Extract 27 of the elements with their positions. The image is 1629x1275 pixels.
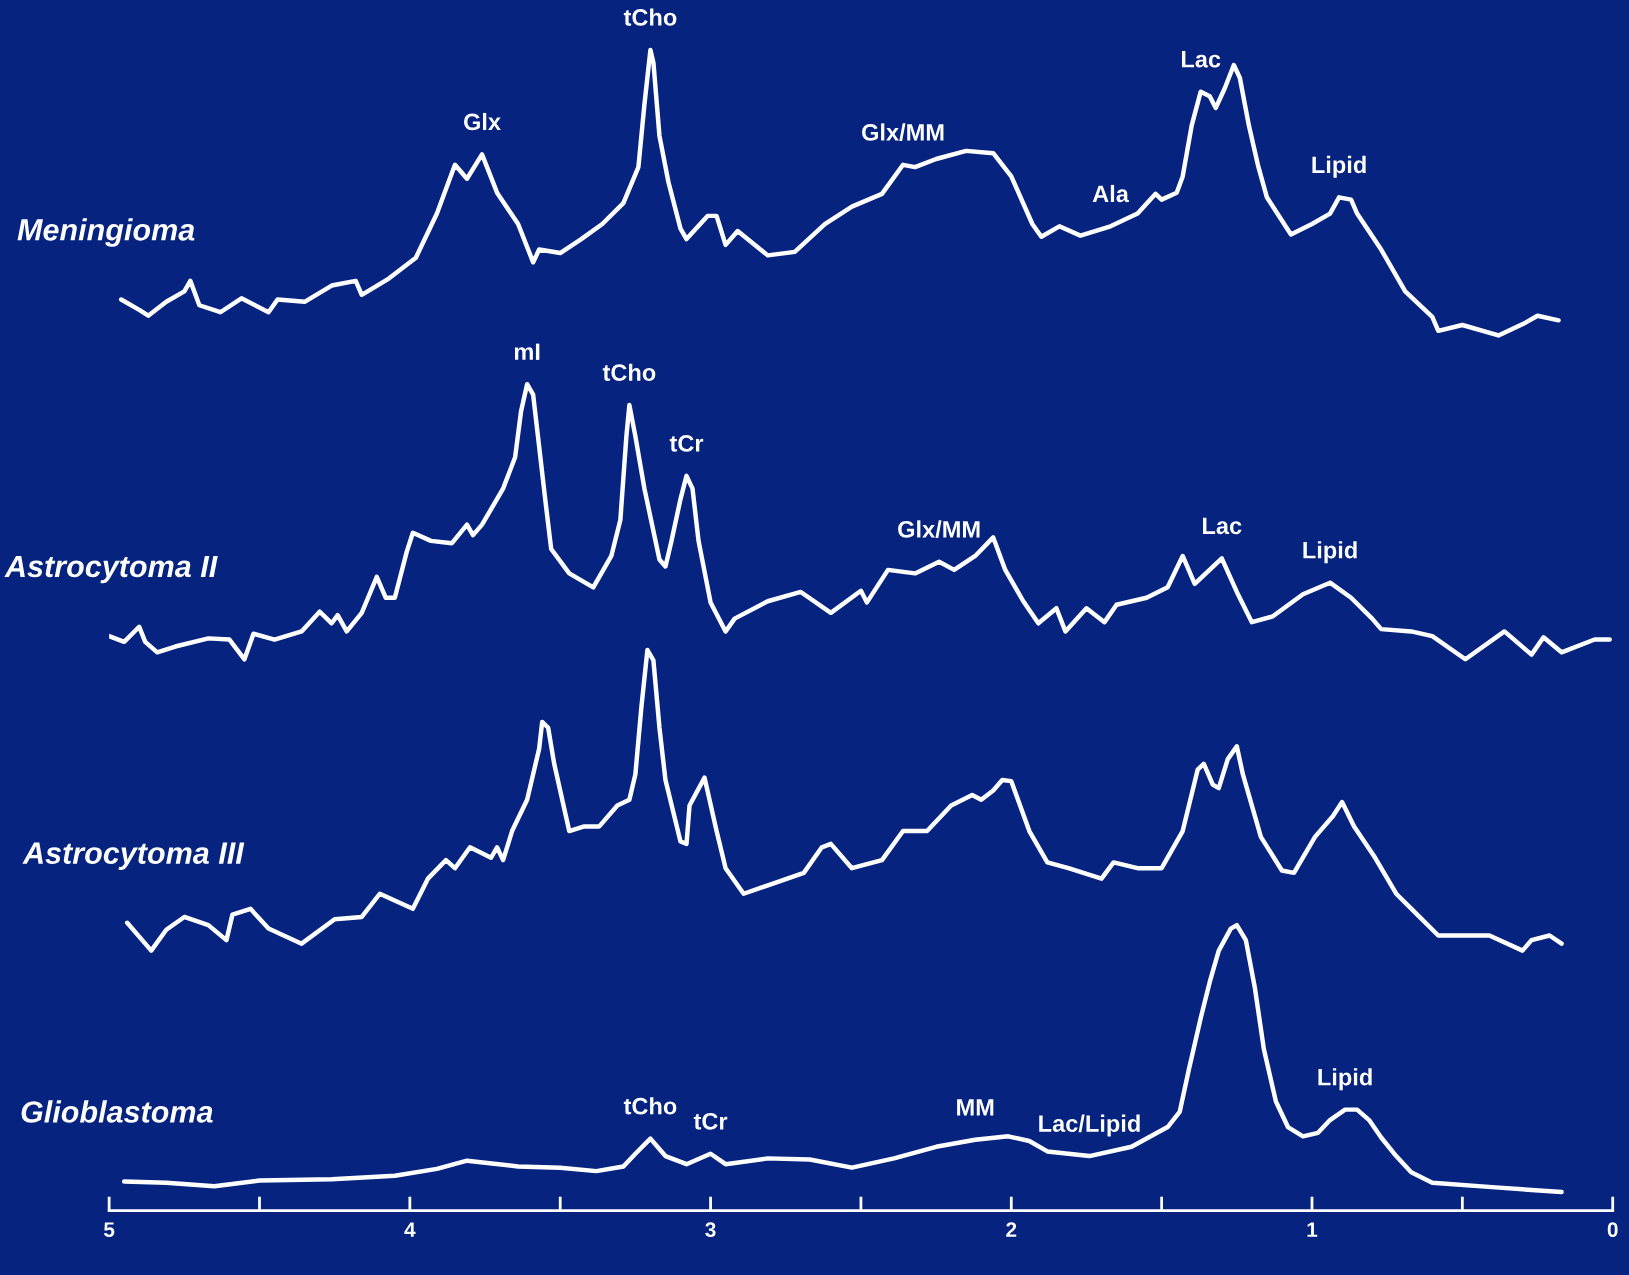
annotation: tCho — [623, 1097, 677, 1115]
x-tick-label: 1 — [1307, 1222, 1318, 1237]
annotation: Lipid — [1312, 155, 1366, 178]
annotation: Glx — [463, 112, 501, 131]
annotation: Glx/MM — [898, 520, 980, 538]
text: Glioblastoma — [21, 1100, 213, 1123]
annotation: Lipid — [1303, 541, 1357, 564]
annotation: mI — [514, 343, 540, 360]
x-tick-label: 3 — [705, 1222, 716, 1238]
annotation: tCr — [669, 435, 704, 452]
x-tick-label: 5 — [103, 1222, 115, 1238]
annotation: tCho — [623, 8, 677, 26]
annotation: Lipid — [1318, 1068, 1372, 1091]
x-tick-label: 4 — [404, 1222, 416, 1237]
annotation: MM — [957, 1099, 994, 1116]
annotation: tCr — [693, 1112, 728, 1130]
annotation: Lac — [1181, 51, 1221, 68]
annotation: Lac/Lipid — [1039, 1114, 1140, 1137]
series-label: Meningioma — [17, 218, 195, 247]
x-tick-label: 0 — [1607, 1222, 1618, 1238]
x-tick-label: 2 — [1006, 1222, 1017, 1237]
annotation: Ala — [1092, 184, 1130, 203]
series-label: Astrocytoma II — [4, 555, 218, 584]
annotation: Lac — [1203, 517, 1242, 535]
annotation: tCho — [602, 363, 656, 381]
annotation: Glx/MM — [862, 123, 944, 141]
series-label: Astrocytoma III — [22, 842, 245, 870]
